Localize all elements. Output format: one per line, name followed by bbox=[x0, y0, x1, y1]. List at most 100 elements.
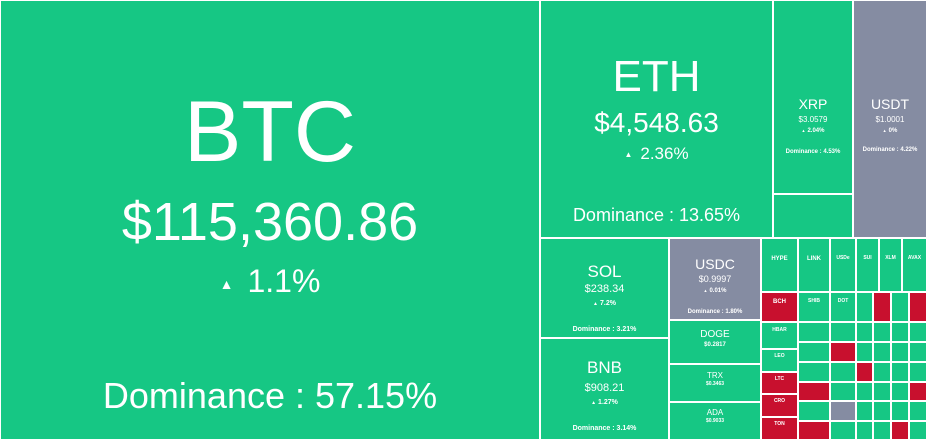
tile-mini-31[interactable] bbox=[798, 421, 830, 440]
tile-sol[interactable]: SOL $238.34 ▲ 7.2% Dominance : 3.21% bbox=[540, 238, 669, 338]
tile-usdc-symbol: USDC bbox=[695, 256, 735, 272]
tile-xrp-symbol: XRP bbox=[798, 96, 828, 112]
tile-mini-06[interactable] bbox=[909, 322, 927, 342]
tile-ltc-symbol: LTC bbox=[774, 376, 785, 382]
tile-trx-symbol: TRX bbox=[707, 371, 723, 380]
tile-eth[interactable]: ETH $4,548.63 ▲ 2.36% Dominance : 13.65% bbox=[540, 0, 773, 238]
tile-sui-symbol: SUI bbox=[863, 255, 872, 261]
tile-mini-28[interactable] bbox=[873, 401, 891, 421]
tile-hype[interactable]: HYPE bbox=[761, 238, 798, 292]
tile-usdc-change: 0.01% bbox=[709, 288, 727, 294]
tile-xrp-price: $3.0579 bbox=[798, 115, 828, 124]
tile-mini-19[interactable] bbox=[798, 382, 830, 401]
tile-mini-05[interactable] bbox=[891, 322, 909, 342]
tile-trx-price: $0.3463 bbox=[705, 381, 725, 387]
tile-avax-symbol: AVAX bbox=[907, 255, 922, 261]
tile-mini-23[interactable] bbox=[891, 382, 909, 401]
tile-mini-03[interactable] bbox=[856, 322, 873, 342]
tile-mini-11[interactable] bbox=[891, 342, 909, 362]
tile-cro[interactable]: CRO bbox=[761, 394, 798, 417]
up-arrow-icon: ▲ bbox=[593, 301, 598, 307]
up-arrow-icon: ▲ bbox=[624, 149, 633, 159]
tile-mini-13[interactable] bbox=[798, 362, 830, 382]
tile-usdc[interactable]: USDC $0.9997 ▲ 0.01% Dominance : 1.80% bbox=[669, 238, 761, 320]
tile-mini-34[interactable] bbox=[873, 421, 891, 440]
tile-xlm[interactable]: XLM bbox=[879, 238, 902, 292]
tile-doge-price: $0.2817 bbox=[704, 342, 726, 348]
tile-xrp-change: 2.04% bbox=[807, 128, 825, 134]
tile-bnb-change-row: ▲ 1.27% bbox=[541, 399, 668, 406]
tile-doge[interactable]: DOGE $0.2817 bbox=[669, 320, 761, 364]
tile-mini-08[interactable] bbox=[830, 342, 856, 362]
tile-usdt[interactable]: USDT $1.0001 ▲ 0% Dominance : 4.22% bbox=[853, 0, 927, 238]
tile-mini-22[interactable] bbox=[873, 382, 891, 401]
tile-eth-change-row: ▲ 2.36% bbox=[541, 145, 772, 162]
tile-eth-dominance: Dominance : 13.65% bbox=[572, 205, 741, 225]
tile-mini-04[interactable] bbox=[873, 322, 891, 342]
tile-sol-price: $238.34 bbox=[584, 283, 625, 295]
tile-unlabeled-b[interactable] bbox=[856, 292, 873, 322]
tile-mini-32[interactable] bbox=[830, 421, 856, 440]
tile-leo[interactable]: LEO bbox=[761, 349, 798, 372]
tile-usdt-change: 0% bbox=[888, 128, 898, 134]
tile-btc-dominance: Dominance : 57.15% bbox=[102, 375, 438, 416]
up-arrow-icon: ▲ bbox=[703, 288, 708, 293]
tile-unlabeled-e[interactable] bbox=[909, 292, 927, 322]
tile-mini-16[interactable] bbox=[873, 362, 891, 382]
tile-usdc-price: $0.9997 bbox=[698, 274, 732, 284]
up-arrow-icon: ▲ bbox=[219, 275, 234, 292]
tile-mini-17[interactable] bbox=[891, 362, 909, 382]
tile-mini-24[interactable] bbox=[909, 382, 927, 401]
tile-bnb-symbol: BNB bbox=[587, 358, 622, 377]
tile-mini-12[interactable] bbox=[909, 342, 927, 362]
tile-mini-36[interactable] bbox=[909, 421, 927, 440]
tile-unlabeled-c[interactable] bbox=[873, 292, 891, 322]
tile-mini-25[interactable] bbox=[798, 401, 830, 421]
tile-shib[interactable]: SHIB bbox=[798, 292, 830, 322]
tile-mini-18[interactable] bbox=[909, 362, 927, 382]
tile-mini-35[interactable] bbox=[891, 421, 909, 440]
tile-mini-21[interactable] bbox=[856, 382, 873, 401]
up-arrow-icon: ▲ bbox=[801, 128, 806, 133]
tile-btc[interactable]: BTC $115,360.86 ▲ 1.1% Dominance : 57.15% bbox=[0, 0, 540, 440]
tile-link[interactable]: LINK bbox=[798, 238, 830, 292]
tile-mini-26[interactable] bbox=[830, 401, 856, 421]
tile-mini-09[interactable] bbox=[856, 342, 873, 362]
tile-eth-change: 2.36% bbox=[640, 144, 689, 163]
tile-bch[interactable]: BCH bbox=[761, 292, 798, 322]
tile-bnb[interactable]: BNB $908.21 ▲ 1.27% Dominance : 3.14% bbox=[540, 338, 669, 440]
tile-mini-07[interactable] bbox=[798, 342, 830, 362]
tile-unlabeled-d[interactable] bbox=[891, 292, 909, 322]
tile-mini-33[interactable] bbox=[856, 421, 873, 440]
tile-link-symbol: LINK bbox=[807, 256, 821, 262]
tile-ada[interactable]: ADA $0.9033 bbox=[669, 402, 761, 440]
tile-sol-change-row: ▲ 7.2% bbox=[541, 300, 668, 307]
tile-btc-change-row: ▲ 1.1% bbox=[1, 265, 539, 297]
tile-ton[interactable]: TON bbox=[761, 417, 798, 440]
up-arrow-icon: ▲ bbox=[591, 400, 597, 406]
tile-avax[interactable]: AVAX bbox=[902, 238, 927, 292]
tile-eth-price: $4,548.63 bbox=[594, 107, 719, 138]
tile-btc-change: 1.1% bbox=[247, 263, 321, 299]
tile-trx[interactable]: TRX $0.3463 bbox=[669, 364, 761, 402]
tile-hbar[interactable]: HBAR bbox=[761, 322, 798, 349]
tile-usdt-change-row: ▲ 0% bbox=[854, 128, 926, 134]
tile-xrp[interactable]: XRP $3.0579 ▲ 2.04% Dominance : 4.53% bbox=[773, 0, 853, 194]
tile-unlabeled-a[interactable] bbox=[773, 194, 853, 238]
tile-mini-29[interactable] bbox=[891, 401, 909, 421]
tile-ltc[interactable]: LTC bbox=[761, 372, 798, 394]
tile-dot[interactable]: DOT bbox=[830, 292, 856, 322]
tile-mini-30[interactable] bbox=[909, 401, 927, 421]
tile-mini-20[interactable] bbox=[830, 382, 856, 401]
tile-sui[interactable]: SUI bbox=[856, 238, 879, 292]
tile-usdc-dominance: Dominance : 1.80% bbox=[687, 309, 743, 315]
tile-mini-01[interactable] bbox=[798, 322, 830, 342]
tile-mini-27[interactable] bbox=[856, 401, 873, 421]
tile-cro-symbol: CRO bbox=[773, 398, 786, 404]
tile-mini-15[interactable] bbox=[856, 362, 873, 382]
tile-mini-10[interactable] bbox=[873, 342, 891, 362]
tile-mini-02[interactable] bbox=[830, 322, 856, 342]
tile-sol-dominance: Dominance : 3.21% bbox=[572, 326, 637, 333]
tile-mini-14[interactable] bbox=[830, 362, 856, 382]
tile-usde[interactable]: USDe bbox=[830, 238, 856, 292]
